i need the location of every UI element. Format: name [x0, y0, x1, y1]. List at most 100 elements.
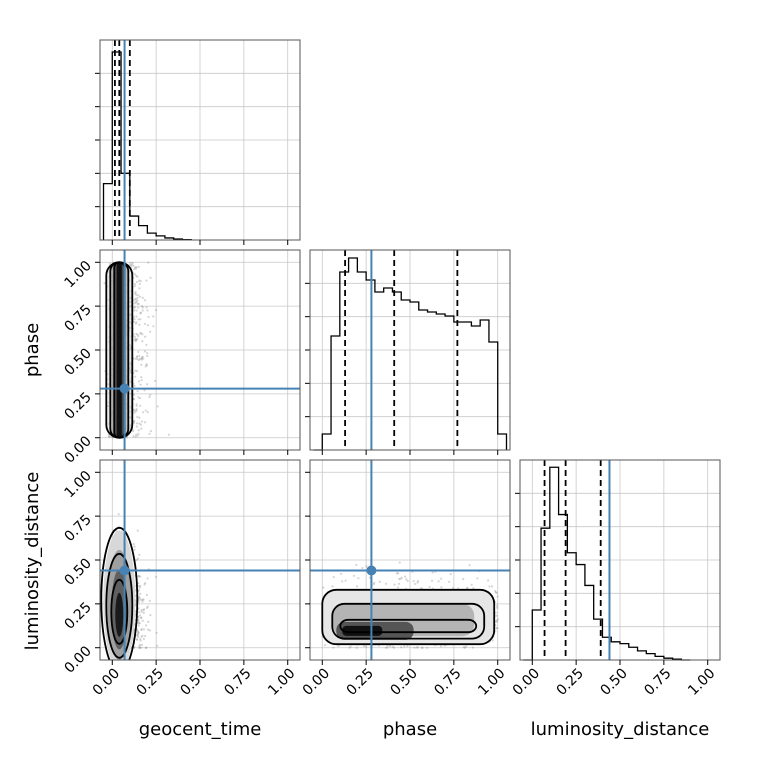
scatter-point	[144, 365, 147, 368]
histogram-step	[102, 51, 192, 241]
scatter-point	[406, 579, 409, 583]
scatter-point	[495, 620, 498, 623]
scatter-point	[132, 421, 136, 425]
x-tick-label: 0.50	[597, 666, 630, 699]
scatter-point	[142, 411, 145, 414]
scatter-point	[130, 264, 133, 267]
scatter-point	[144, 582, 147, 585]
scatter-point	[324, 643, 327, 647]
scatter-point	[137, 396, 140, 399]
scatter-point	[144, 409, 147, 412]
scatter-point	[139, 311, 142, 314]
scatter-point	[138, 287, 141, 290]
scatter-point	[152, 315, 155, 318]
scatter-point	[133, 411, 136, 414]
scatter-point	[143, 350, 147, 353]
scatter-point	[133, 420, 136, 423]
scatter-point	[153, 379, 157, 383]
scatter-point	[134, 369, 137, 372]
x-tick-label: 0.25	[554, 666, 587, 699]
scatter-point	[147, 315, 150, 319]
scatter-point	[142, 609, 145, 612]
scatter-point	[137, 620, 140, 623]
scatter-point	[378, 580, 381, 583]
scatter-point	[132, 264, 135, 267]
scatter-point	[396, 586, 400, 589]
y-tick-label: 0.75	[61, 512, 94, 545]
scatter-point	[143, 322, 146, 325]
scatter-point	[132, 315, 135, 318]
scatter-point	[337, 644, 340, 648]
scatter-point	[135, 274, 138, 277]
scatter-point	[138, 397, 142, 400]
scatter-point	[428, 585, 431, 589]
scatter-point	[463, 646, 466, 649]
scatter-point	[135, 266, 138, 269]
scatter-point	[344, 579, 347, 582]
scatter-point	[431, 571, 434, 574]
scatter-point	[397, 572, 400, 575]
scatter-point	[416, 581, 419, 584]
scatter-point	[132, 398, 136, 401]
scatter-point	[140, 357, 143, 360]
scatter-point	[141, 306, 144, 309]
scatter-point	[139, 639, 142, 642]
scatter-point	[137, 350, 140, 353]
scatter-point	[138, 646, 141, 649]
scatter-point	[139, 592, 142, 596]
scatter-point	[132, 306, 135, 309]
scatter-point	[141, 619, 144, 622]
scatter-point	[137, 575, 140, 578]
scatter-point	[137, 622, 140, 625]
scatter-point	[136, 296, 139, 299]
contour	[331, 602, 486, 640]
scatter-point	[137, 380, 141, 383]
scatter-point	[139, 295, 142, 298]
scatter-point	[146, 309, 149, 312]
scatter-point	[138, 643, 142, 646]
scatter-point	[134, 435, 137, 438]
scatter-point	[332, 646, 335, 649]
scatter-point	[137, 616, 140, 619]
scatter-point	[139, 597, 142, 600]
y-axis-label-phase: phase	[22, 323, 43, 377]
scatter-point	[146, 605, 149, 608]
x-tick-label: 0.50	[387, 666, 420, 699]
x-tick-label: 0.75	[641, 666, 674, 699]
scatter-point	[133, 285, 136, 288]
histogram-step	[313, 257, 508, 451]
scatter-point	[134, 298, 137, 301]
scatter-point	[412, 580, 415, 583]
scatter-point	[134, 340, 137, 343]
scatter-point	[135, 558, 138, 562]
hist-panel-geocent-time	[95, 39, 301, 245]
scatter-point	[384, 582, 388, 585]
scatter-point	[451, 587, 455, 590]
scatter-point	[144, 335, 147, 338]
scatter-point	[146, 383, 149, 386]
scatter-point	[134, 357, 137, 360]
scatter-point	[449, 572, 452, 576]
scatter-point	[135, 403, 138, 406]
contour	[339, 618, 478, 634]
scatter-point	[141, 296, 145, 299]
scatter-point	[332, 575, 335, 579]
scatter-point	[137, 265, 140, 268]
scatter-point	[140, 378, 143, 382]
scatter-point	[147, 620, 150, 623]
scatter-point	[131, 261, 134, 265]
scatter-point	[141, 340, 144, 343]
scatter-point	[141, 355, 144, 358]
x-axis-label-geocent-time: geocent_time	[139, 719, 262, 740]
scatter-point	[135, 315, 138, 318]
y-tick-label: 0.25	[61, 599, 94, 632]
scatter-point	[496, 619, 499, 622]
scatter-point	[138, 354, 141, 358]
scatter-point	[108, 262, 111, 265]
scatter-point	[397, 582, 401, 585]
scatter-point	[136, 355, 139, 358]
scatter-point	[440, 577, 443, 580]
scatter-point	[146, 354, 149, 358]
scatter-point	[405, 578, 408, 581]
scatter-point	[134, 338, 138, 341]
